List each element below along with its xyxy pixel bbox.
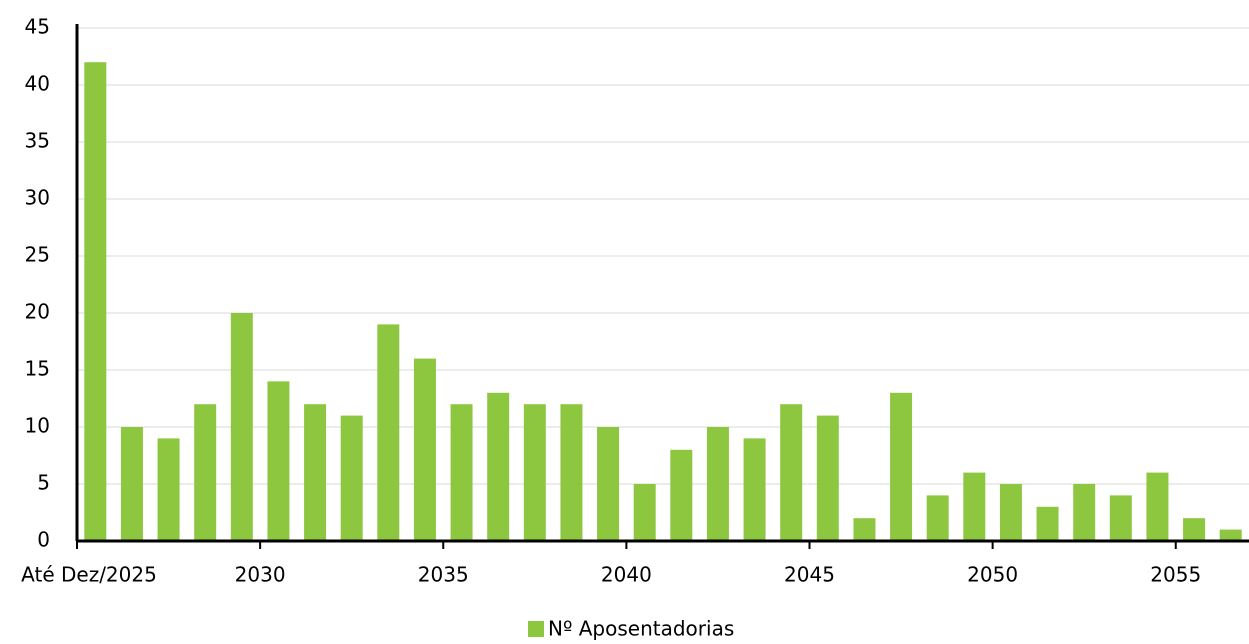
y-tick-label: 20 <box>25 300 50 324</box>
y-tick-label: 35 <box>25 129 50 153</box>
y-tick-label: 5 <box>37 471 50 495</box>
bar <box>1219 529 1242 541</box>
bar <box>413 358 436 541</box>
x-tick-label: 2050 <box>967 563 1018 587</box>
bar <box>120 427 143 541</box>
y-tick-label: 45 <box>25 15 50 39</box>
legend-swatch <box>528 621 544 637</box>
y-tick-label: 10 <box>25 414 50 438</box>
bar <box>597 427 620 541</box>
bar <box>523 404 546 541</box>
bar <box>84 62 107 541</box>
bar <box>926 495 949 541</box>
bar <box>890 392 913 541</box>
bar <box>157 438 180 541</box>
bar <box>853 518 876 541</box>
bar <box>377 324 400 541</box>
x-tick-label: 2055 <box>1150 563 1201 587</box>
bar <box>267 381 290 541</box>
x-tick-label: Até Dez/2025 <box>21 563 157 587</box>
bar <box>340 415 363 541</box>
legend-label: Nº Aposentadorias <box>548 617 734 641</box>
bar <box>743 438 766 541</box>
bar <box>1109 495 1132 541</box>
x-tick-label: 2040 <box>601 563 652 587</box>
y-tick-label: 30 <box>25 186 50 210</box>
bar <box>560 404 583 541</box>
x-tick-label: 2030 <box>235 563 286 587</box>
bar <box>230 313 253 541</box>
bar <box>487 392 510 541</box>
bar <box>1036 506 1059 541</box>
bar <box>670 449 693 541</box>
bar <box>706 427 729 541</box>
x-tick-label: 2035 <box>418 563 469 587</box>
y-tick-label: 0 <box>37 528 50 552</box>
bar <box>1146 472 1169 541</box>
bar <box>633 484 656 541</box>
bar <box>194 404 217 541</box>
y-tick-label: 25 <box>25 243 50 267</box>
bar <box>1073 484 1096 541</box>
bar <box>304 404 327 541</box>
bar <box>450 404 473 541</box>
bar <box>1183 518 1206 541</box>
bar <box>963 472 986 541</box>
bar <box>816 415 839 541</box>
bar <box>999 484 1022 541</box>
y-tick-label: 40 <box>25 72 50 96</box>
y-tick-label: 15 <box>25 357 50 381</box>
x-tick-label: 2045 <box>784 563 835 587</box>
bar <box>780 404 803 541</box>
